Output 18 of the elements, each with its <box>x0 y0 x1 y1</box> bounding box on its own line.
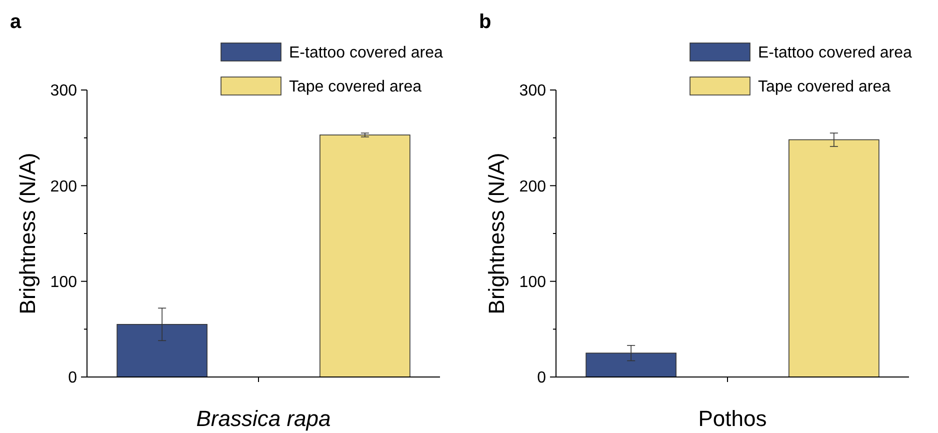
x-axis-title: Pothos <box>698 406 767 431</box>
legend-label: E-tattoo covered area <box>289 44 443 62</box>
y-axis-title: Brightness (N/A) <box>15 152 40 314</box>
y-tick-label: 100 <box>50 274 78 291</box>
chart-title: a <box>10 11 22 33</box>
y-tick-label: 0 <box>68 370 78 387</box>
legend-label: E-tattoo covered area <box>758 44 912 62</box>
y-axis-title: Brightness (N/A) <box>484 152 509 314</box>
y-tick-label: 300 <box>519 82 546 100</box>
y-tick-label: 300 <box>50 82 78 100</box>
chart-title: b <box>479 11 492 33</box>
legend-label: Tape covered area <box>758 78 891 96</box>
x-axis-title: Brassica rapa <box>196 406 331 431</box>
y-tick-label: 100 <box>519 274 546 291</box>
y-tick-label: 200 <box>519 178 546 196</box>
legend-label: Tape covered area <box>289 78 422 96</box>
y-tick-label: 0 <box>537 370 546 387</box>
y-tick-label: 200 <box>50 178 78 196</box>
